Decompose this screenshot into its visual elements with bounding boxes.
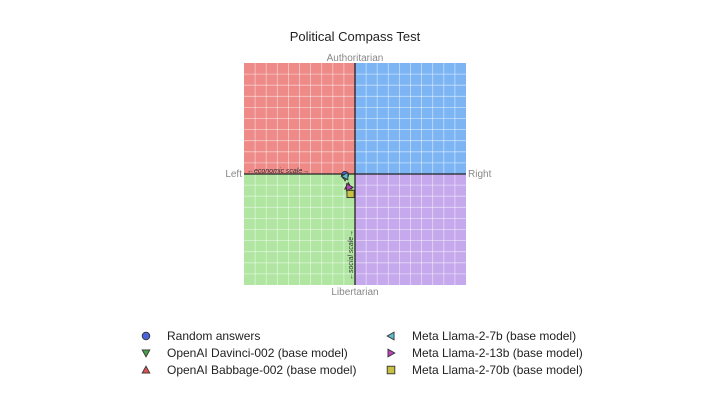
legend-marker bbox=[141, 331, 151, 341]
data-point bbox=[340, 171, 349, 181]
legend-marker bbox=[386, 331, 395, 341]
data-point bbox=[346, 189, 355, 199]
legend-label: OpenAI Davinci-002 (base model) bbox=[167, 346, 348, 360]
legend: Random answers OpenAI Davinci-002 (base m… bbox=[141, 329, 583, 377]
legend-marker bbox=[387, 348, 396, 358]
economic-scale-label: ←economic scale→ bbox=[247, 168, 309, 175]
social-scale-label: ←social scale→ bbox=[348, 230, 355, 280]
data-point bbox=[346, 182, 354, 192]
axis-label-bottom: Libertarian bbox=[331, 287, 378, 298]
axis-label-top: Authoritarian bbox=[327, 53, 384, 64]
legend-marker bbox=[386, 365, 396, 375]
legend-label: OpenAI Babbage-002 (base model) bbox=[167, 363, 356, 377]
axis-label-left: Left bbox=[225, 169, 242, 180]
legend-label: Meta Llama-2-7b (base model) bbox=[412, 329, 576, 343]
axis-label-right: Right bbox=[468, 169, 492, 180]
data-points bbox=[340, 171, 355, 199]
legend-marker bbox=[141, 365, 151, 374]
chart-title: Political Compass Test bbox=[290, 29, 421, 44]
legend-label: Random answers bbox=[167, 329, 260, 343]
legend-marker bbox=[141, 349, 151, 358]
center-axes bbox=[244, 63, 466, 285]
legend-label: Meta Llama-2-70b (base model) bbox=[412, 363, 583, 377]
legend-label: Meta Llama-2-13b (base model) bbox=[412, 346, 583, 360]
